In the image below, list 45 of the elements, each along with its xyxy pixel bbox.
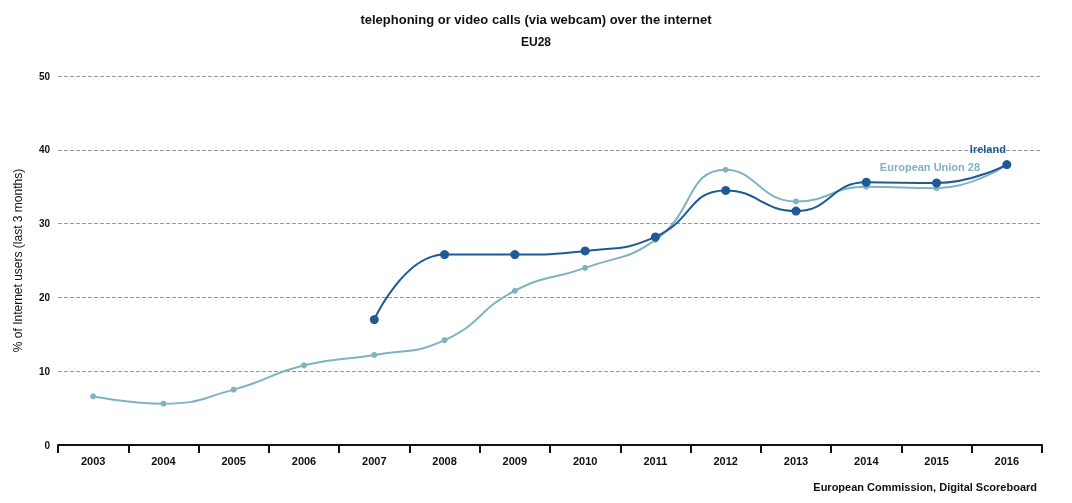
x-tick-label: 2004	[151, 454, 177, 467]
point	[861, 177, 871, 187]
point	[580, 246, 590, 256]
x-tick-label: 2011	[643, 454, 668, 467]
point	[793, 198, 799, 205]
chart-title: telephoning or video calls (via webcam) over the internet	[360, 12, 713, 27]
y-tick-label: 30	[38, 218, 51, 230]
point	[160, 400, 167, 407]
point	[650, 232, 660, 242]
series-label: Ireland	[969, 142, 1006, 155]
y-tick-label: 40	[38, 144, 51, 156]
point	[791, 206, 801, 216]
y-tick-label: 10	[38, 365, 51, 377]
point	[582, 264, 589, 271]
y-tick-label: 0	[44, 439, 51, 451]
point	[369, 315, 379, 325]
x-tick-label: 2015	[924, 454, 949, 467]
x-tick-label: 2016	[994, 454, 1020, 467]
point	[90, 393, 97, 400]
x-tick-label: 2008	[432, 454, 457, 467]
x-tick-label: 2012	[713, 454, 738, 467]
point	[932, 178, 942, 188]
y-tick-label: 50	[38, 70, 51, 82]
point	[441, 337, 448, 344]
point	[722, 166, 729, 173]
point	[510, 250, 520, 260]
point	[301, 362, 307, 369]
point	[230, 386, 237, 393]
x-tick-label: 2006	[291, 454, 317, 467]
x-tick-label: 2013	[783, 454, 809, 467]
text: European Commission, Digital Scoreboard	[813, 480, 1038, 493]
point	[440, 250, 450, 260]
y-axis-title: % of Internet users (last 3 months)	[11, 168, 25, 353]
series-label: European Union 28	[879, 160, 981, 173]
point	[721, 185, 731, 195]
x-tick-label: 2010	[572, 454, 598, 467]
x-tick-label: 2007	[362, 454, 387, 467]
x-tick-label: 2005	[221, 454, 246, 467]
point	[371, 351, 378, 358]
x-tick-label: 2003	[80, 454, 106, 467]
point	[511, 287, 518, 294]
x-tick-label: 2009	[502, 454, 528, 467]
chart-subtitle: EU28	[520, 35, 552, 49]
x-tick-label: 2014	[854, 454, 880, 467]
y-tick-label: 20	[38, 291, 51, 303]
